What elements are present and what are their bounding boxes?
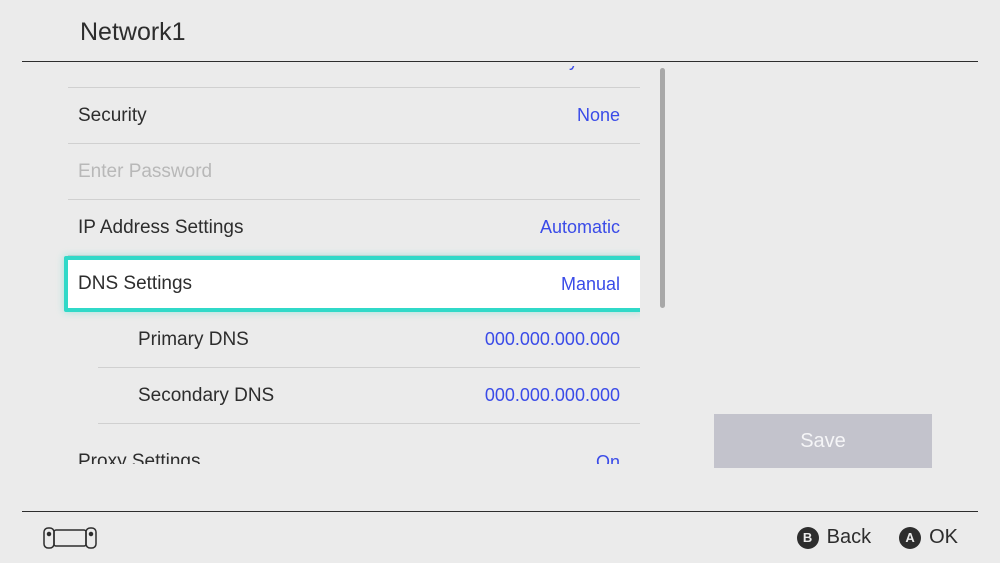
ok-button[interactable]: A OK <box>899 526 958 549</box>
b-button-icon: B <box>797 527 819 549</box>
proxy-value: On <box>596 452 620 465</box>
footer: B Back A OK <box>22 511 978 563</box>
dns-label: DNS Settings <box>78 273 192 295</box>
dns-value: Manual <box>561 274 620 295</box>
ssid-label: SSID <box>78 66 122 72</box>
password-label: Enter Password <box>78 161 212 183</box>
settings-list: SSID MySSID Security None Enter Password… <box>0 66 640 511</box>
security-label: Security <box>78 105 147 127</box>
setting-ip-address[interactable]: IP Address Settings Automatic <box>68 200 640 256</box>
setting-ssid[interactable]: SSID MySSID <box>68 66 640 88</box>
setting-primary-dns[interactable]: Primary DNS 000.000.000.000 <box>98 312 640 368</box>
page-title: Network1 <box>80 18 920 47</box>
a-button-icon: A <box>899 527 921 549</box>
ip-label: IP Address Settings <box>78 217 243 239</box>
controller-icon <box>42 526 98 550</box>
footer-buttons: B Back A OK <box>797 526 958 549</box>
primary-dns-label: Primary DNS <box>138 329 249 351</box>
setting-dns[interactable]: DNS Settings Manual <box>64 256 640 312</box>
save-button[interactable]: Save <box>714 414 932 468</box>
main-area: SSID MySSID Security None Enter Password… <box>0 66 1000 511</box>
right-panel: Save <box>640 66 1000 511</box>
primary-dns-value: 000.000.000.000 <box>485 329 620 350</box>
back-button[interactable]: B Back <box>797 526 871 549</box>
security-value: None <box>577 105 620 126</box>
secondary-dns-label: Secondary DNS <box>138 385 274 407</box>
setting-password: Enter Password <box>68 144 640 200</box>
setting-proxy[interactable]: Proxy Settings On <box>68 424 640 464</box>
secondary-dns-value: 000.000.000.000 <box>485 385 620 406</box>
proxy-label: Proxy Settings <box>78 451 201 464</box>
setting-secondary-dns[interactable]: Secondary DNS 000.000.000.000 <box>98 368 640 424</box>
setting-security[interactable]: Security None <box>68 88 640 144</box>
back-label: Back <box>827 526 871 549</box>
ip-value: Automatic <box>540 217 620 238</box>
ok-label: OK <box>929 526 958 549</box>
header: Network1 <box>22 0 978 62</box>
ssid-value: MySSID <box>554 66 620 71</box>
